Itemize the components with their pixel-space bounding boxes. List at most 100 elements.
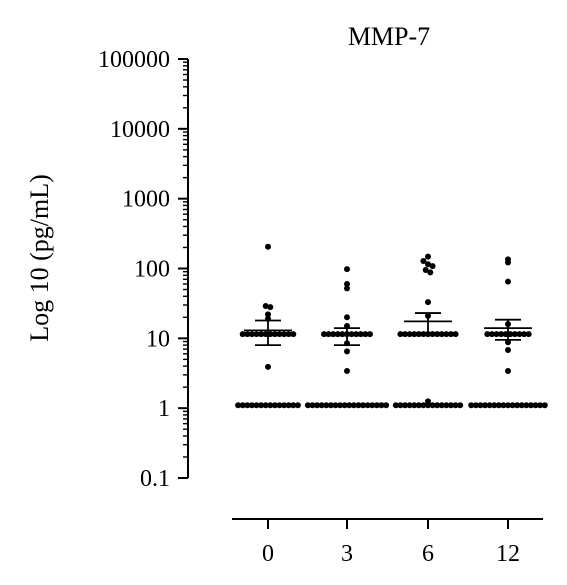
data-point <box>373 402 380 409</box>
data-point <box>488 331 495 338</box>
data-point <box>344 314 350 321</box>
y-tick-label: 100 <box>134 257 170 283</box>
x-tick-label: 3 <box>341 541 353 567</box>
x-tick-label: 0 <box>262 541 274 567</box>
data-point <box>294 402 301 409</box>
data-point <box>397 331 404 338</box>
data-point <box>514 402 521 409</box>
data-point <box>495 402 502 409</box>
data-point <box>344 348 350 355</box>
data-point <box>290 402 297 409</box>
data-point <box>253 331 260 338</box>
y-tick-label: 1 <box>158 396 170 422</box>
data-point <box>511 331 518 338</box>
data-point <box>493 331 500 338</box>
data-point <box>271 402 278 409</box>
mean-error-bars <box>244 312 532 347</box>
data-point <box>486 402 493 409</box>
data-point <box>420 402 427 409</box>
data-point <box>425 402 431 409</box>
data-point <box>265 243 271 250</box>
data-point <box>355 402 362 409</box>
data-point <box>443 331 450 338</box>
data-point <box>309 402 316 409</box>
data-point <box>337 402 344 409</box>
y-tick-label: 100000 <box>98 47 170 73</box>
data-point <box>427 269 434 276</box>
data-point <box>402 331 408 338</box>
data-point <box>505 347 511 354</box>
data-point <box>267 304 274 311</box>
data-point <box>285 402 292 409</box>
data-point <box>525 331 532 338</box>
data-point <box>415 402 422 409</box>
data-point <box>276 331 283 338</box>
data-point <box>521 331 528 338</box>
data-point <box>276 402 283 409</box>
data-point <box>438 402 445 409</box>
data-point <box>420 258 427 265</box>
data-point <box>425 299 431 306</box>
x-tick-label: 12 <box>496 541 520 567</box>
y-tick-label: 10 <box>146 326 170 352</box>
data-point <box>392 402 399 409</box>
data-point <box>443 402 450 409</box>
data-point <box>248 331 255 338</box>
data-point <box>452 402 459 409</box>
x-axis: 0 3 6 12 <box>232 518 543 567</box>
data-point <box>491 402 498 409</box>
data-point <box>516 331 523 338</box>
y-axis: 0.1 1 10 100 1000 10000 100000 <box>98 47 189 492</box>
data-point <box>528 402 534 409</box>
data-point <box>258 402 265 409</box>
data-point <box>344 368 350 375</box>
data-point <box>509 402 516 409</box>
data-point <box>304 402 311 409</box>
data-point <box>271 331 278 338</box>
data-point <box>281 331 288 338</box>
data-point <box>406 402 413 409</box>
data-point <box>425 261 431 268</box>
data-point <box>244 331 251 338</box>
data-point <box>239 402 246 409</box>
data-point <box>248 402 255 409</box>
y-tick-label: 0.1 <box>140 466 170 492</box>
data-point <box>505 278 511 285</box>
data-point <box>523 402 530 409</box>
data-point <box>429 263 436 270</box>
data-point <box>344 280 350 287</box>
data-point <box>314 402 321 409</box>
data-point <box>472 402 479 409</box>
data-point <box>239 331 246 338</box>
data-point <box>327 402 334 409</box>
data-point <box>262 303 269 310</box>
data-point <box>244 402 251 409</box>
data-point <box>541 402 548 409</box>
data-point <box>253 402 260 409</box>
data-point <box>397 402 404 409</box>
data-point <box>258 331 265 338</box>
data-point <box>265 363 271 370</box>
data-point <box>411 402 418 409</box>
data-point <box>281 402 288 409</box>
data-point <box>318 402 325 409</box>
data-point <box>429 402 436 409</box>
data-point <box>350 402 357 409</box>
data-point <box>285 331 292 338</box>
data-point <box>425 253 431 260</box>
data-point <box>452 331 459 338</box>
y-axis-label: Log 10 (pg/mL) <box>25 174 54 342</box>
y-tick-label: 10000 <box>110 117 170 143</box>
data-point <box>290 331 297 338</box>
data-point <box>406 331 413 338</box>
data-point <box>344 285 350 292</box>
data-point <box>518 402 525 409</box>
data-point <box>505 368 511 375</box>
data-point <box>369 402 376 409</box>
data-point <box>468 402 475 409</box>
data-point <box>498 331 505 338</box>
data-point <box>434 402 441 409</box>
data-point <box>505 402 511 409</box>
data-point <box>537 402 544 409</box>
